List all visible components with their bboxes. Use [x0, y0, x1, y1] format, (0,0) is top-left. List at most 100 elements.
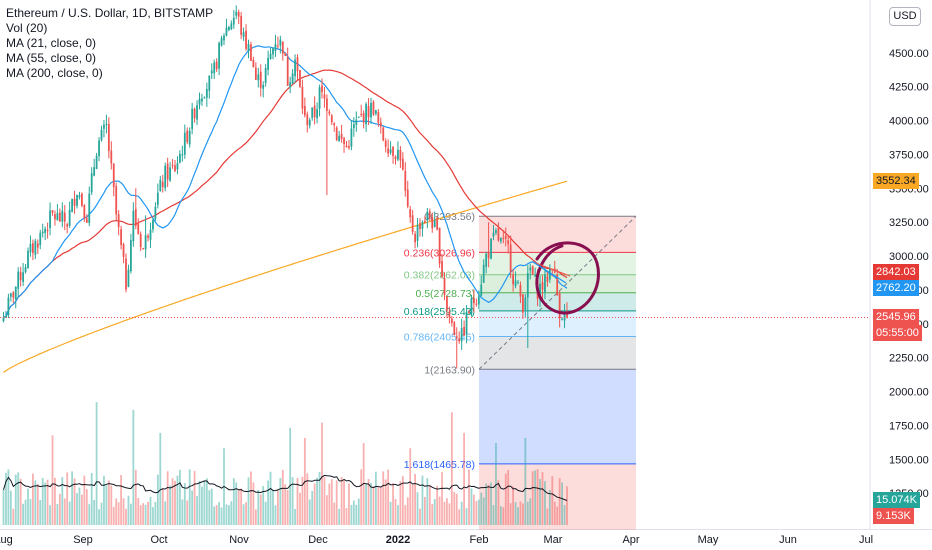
volume-bar [5, 472, 7, 525]
volume-bar [372, 486, 375, 525]
countdown-tag: 05:55:00 [873, 325, 922, 341]
volume-bar [73, 478, 76, 525]
candle-body [284, 52, 287, 56]
trend-line-annotation [532, 261, 567, 284]
candle-body [296, 57, 299, 72]
candle-body [105, 123, 108, 126]
volume-bar [529, 498, 532, 525]
candle-body [406, 189, 409, 207]
candle-body [159, 179, 162, 191]
candle-body [169, 167, 171, 181]
volume-bar [480, 492, 483, 525]
candle-body [281, 41, 284, 54]
candle-body [142, 248, 145, 250]
fib-level-label: 1.618(1465.78) [404, 459, 475, 471]
candle-body [196, 105, 198, 120]
candle-body [232, 17, 235, 25]
candle-body [539, 283, 541, 300]
volume-bar [41, 477, 44, 525]
volume-bar [110, 485, 113, 525]
candle-body [323, 94, 326, 99]
candle-body [289, 82, 292, 88]
volume-bar [355, 504, 358, 525]
legend-volume[interactable]: Vol (20) [6, 21, 48, 35]
volume-bar [458, 509, 461, 525]
legend-ma200[interactable]: MA (200, close, 0) [6, 66, 103, 80]
candle-body [316, 109, 318, 119]
legend-ma21[interactable]: MA (21, close, 0) [6, 36, 97, 50]
volume-bar [502, 507, 505, 525]
candle-body [95, 155, 98, 169]
candle-body [98, 140, 100, 157]
candle-body [237, 11, 240, 17]
candle-body [14, 286, 17, 300]
candle-body [377, 112, 380, 123]
volume-bar [90, 473, 93, 525]
candle-body [134, 209, 137, 226]
candle-body [205, 88, 208, 98]
candle-body [76, 194, 78, 206]
candle-body [17, 271, 20, 289]
volume-bar [389, 501, 392, 525]
volume-bar [296, 478, 299, 525]
volume-bar [377, 487, 380, 525]
volume-bar [105, 485, 108, 525]
volume-bar [352, 500, 355, 525]
candle-body [303, 106, 306, 116]
candle-body [399, 149, 402, 161]
volume-bar [63, 498, 66, 525]
x-tick-label: Jun [779, 534, 797, 546]
candle-body [343, 138, 345, 145]
volume-bar [316, 477, 318, 525]
volume-bar [250, 471, 252, 525]
legend-ma55[interactable]: MA (55, close, 0) [6, 51, 97, 65]
volume-tag: 15.074K [873, 492, 920, 508]
volume-bar [401, 476, 404, 525]
circle-annotation [535, 241, 600, 315]
volume-bar [397, 505, 399, 525]
volume-bar [54, 477, 56, 525]
candle-body [480, 284, 483, 296]
candle-body [352, 124, 355, 129]
candle-body [367, 106, 370, 118]
candle-body [397, 149, 399, 160]
x-tick-label: 2022 [386, 534, 410, 546]
candle-body [460, 328, 463, 342]
volume-bar [343, 479, 345, 525]
candle-body [487, 252, 490, 259]
volume-bar [107, 480, 110, 525]
candle-body [171, 164, 174, 166]
volume-bar [468, 469, 470, 525]
volume-bar [299, 492, 301, 525]
currency-badge[interactable]: USD [889, 7, 921, 26]
candle-body [291, 73, 294, 84]
volume-bar [548, 489, 551, 525]
volume-bar [504, 473, 507, 525]
candle-body [409, 209, 412, 218]
volume-bar [345, 508, 348, 525]
volume-bar [441, 472, 443, 525]
candle-body [279, 39, 282, 46]
candle-body [401, 158, 404, 170]
volume-bar [321, 422, 323, 525]
candle-body [242, 32, 245, 37]
candle-body [137, 223, 140, 234]
candle-body [546, 276, 549, 282]
volume-bar [267, 480, 269, 525]
volume-bar [125, 508, 127, 525]
candle-body [44, 228, 47, 233]
volume-bar [419, 508, 421, 525]
candle-body [365, 104, 367, 125]
volume-bar [203, 480, 206, 525]
volume-bar [215, 505, 218, 525]
volume-bar [269, 471, 272, 525]
legend-symbol-title[interactable]: Ethereum / U.S. Dollar, 1D, BITSTAMP [6, 6, 214, 20]
volume-bar [428, 485, 431, 525]
volume-bar [470, 488, 473, 525]
candle-body [350, 128, 353, 147]
volume-bar [85, 489, 88, 525]
candle-body [9, 293, 12, 297]
candle-body [36, 243, 39, 248]
